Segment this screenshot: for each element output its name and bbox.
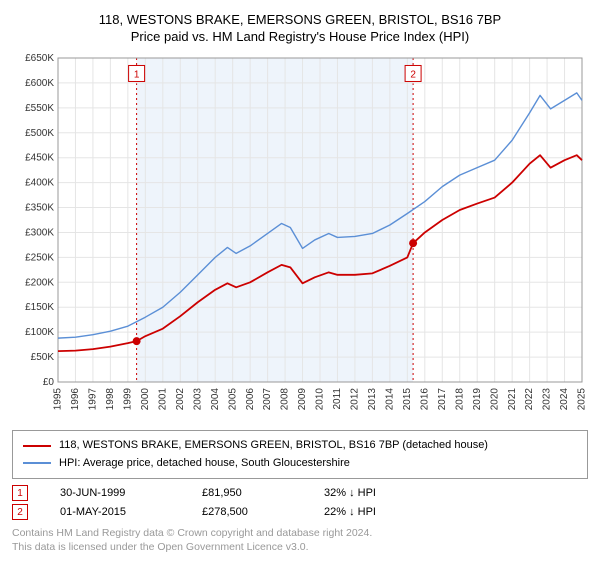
page-subtitle: Price paid vs. HM Land Registry's House … [12, 29, 588, 44]
svg-text:2023: 2023 [542, 388, 553, 411]
svg-text:2022: 2022 [524, 388, 535, 411]
svg-text:£550K: £550K [25, 103, 54, 114]
svg-text:1: 1 [134, 69, 140, 80]
svg-text:2012: 2012 [350, 388, 361, 411]
sale-price: £81,950 [202, 487, 292, 499]
legend-item: 118, WESTONS BRAKE, EMERSONS GREEN, BRIS… [23, 437, 577, 455]
legend-label: HPI: Average price, detached house, Sout… [59, 455, 350, 473]
svg-text:£600K: £600K [25, 78, 54, 89]
svg-text:2: 2 [410, 69, 416, 80]
sale-row: 1 30-JUN-1999 £81,950 32% ↓ HPI [12, 485, 588, 501]
svg-text:2000: 2000 [140, 388, 151, 411]
svg-text:1995: 1995 [53, 388, 64, 411]
svg-text:£250K: £250K [25, 252, 54, 263]
svg-text:2002: 2002 [175, 388, 186, 411]
svg-text:£300K: £300K [25, 227, 54, 238]
chart-svg: £0 £50K £100K £150K £200K £250K £300K £350K £400… [12, 52, 588, 422]
legend-swatch [23, 462, 51, 464]
svg-text:2021: 2021 [507, 388, 518, 411]
svg-text:1998: 1998 [105, 388, 116, 411]
svg-text:2019: 2019 [472, 388, 483, 411]
svg-text:2010: 2010 [315, 388, 326, 411]
svg-text:2006: 2006 [245, 388, 256, 411]
svg-text:2007: 2007 [262, 388, 273, 411]
svg-text:2005: 2005 [227, 388, 238, 411]
sale-date: 30-JUN-1999 [60, 487, 170, 499]
sale-row: 2 01-MAY-2015 £278,500 22% ↓ HPI [12, 504, 588, 520]
svg-text:£450K: £450K [25, 153, 54, 164]
sale-diff: 32% ↓ HPI [324, 487, 434, 499]
svg-text:2009: 2009 [297, 388, 308, 411]
svg-text:2013: 2013 [367, 388, 378, 411]
svg-text:2017: 2017 [437, 388, 448, 411]
legend-box: 118, WESTONS BRAKE, EMERSONS GREEN, BRIS… [12, 430, 588, 479]
svg-text:2015: 2015 [402, 388, 413, 411]
svg-text:1996: 1996 [70, 388, 81, 411]
svg-text:2001: 2001 [157, 388, 168, 411]
svg-text:£500K: £500K [25, 128, 54, 139]
svg-text:2025: 2025 [577, 388, 588, 411]
svg-text:2008: 2008 [280, 388, 291, 411]
svg-text:£150K: £150K [25, 302, 54, 313]
svg-text:£400K: £400K [25, 178, 54, 189]
svg-text:2004: 2004 [210, 388, 221, 411]
sale-marker: 1 [12, 485, 28, 501]
svg-text:1997: 1997 [88, 388, 99, 411]
sale-price: £278,500 [202, 506, 292, 518]
sales-table: 1 30-JUN-1999 £81,950 32% ↓ HPI 2 01-MAY-2015… [12, 485, 588, 520]
svg-text:2020: 2020 [489, 388, 500, 411]
sale-diff: 22% ↓ HPI [324, 506, 434, 518]
price-chart: £0 £50K £100K £150K £200K £250K £300K £350K £400… [12, 52, 588, 422]
svg-text:£100K: £100K [25, 327, 54, 338]
svg-text:2024: 2024 [559, 388, 570, 411]
svg-text:£200K: £200K [25, 277, 54, 288]
svg-text:£350K: £350K [25, 203, 54, 214]
svg-text:£50K: £50K [31, 352, 55, 363]
legend-item: HPI: Average price, detached house, Sout… [23, 455, 577, 473]
svg-text:2018: 2018 [454, 388, 465, 411]
svg-text:£0: £0 [43, 377, 55, 388]
svg-text:2016: 2016 [419, 388, 430, 411]
legend-label: 118, WESTONS BRAKE, EMERSONS GREEN, BRIS… [59, 437, 488, 455]
footnote-line: This data is licensed under the Open Gov… [12, 540, 588, 554]
svg-text:£650K: £650K [25, 53, 54, 64]
sale-marker: 2 [12, 504, 28, 520]
svg-text:1999: 1999 [123, 388, 134, 411]
svg-text:2014: 2014 [385, 388, 396, 411]
svg-text:2003: 2003 [192, 388, 203, 411]
svg-text:2011: 2011 [332, 388, 343, 410]
footnote: Contains HM Land Registry data © Crown c… [12, 526, 588, 554]
legend-swatch [23, 445, 51, 447]
footnote-line: Contains HM Land Registry data © Crown c… [12, 526, 588, 540]
page-title: 118, WESTONS BRAKE, EMERSONS GREEN, BRIS… [12, 12, 588, 27]
sale-date: 01-MAY-2015 [60, 506, 170, 518]
